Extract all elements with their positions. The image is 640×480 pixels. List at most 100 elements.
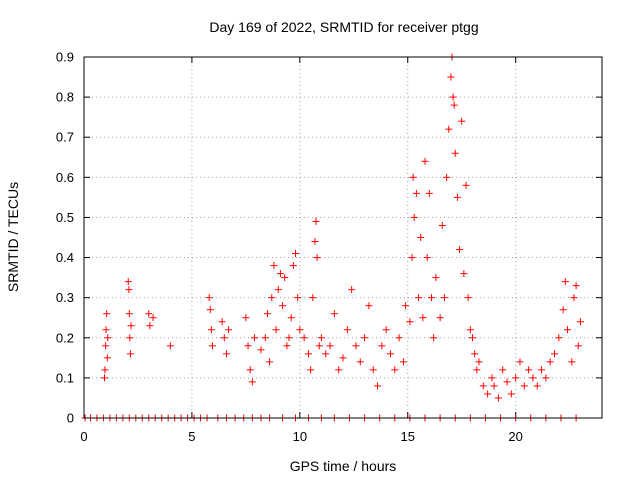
- data-point: [391, 366, 399, 374]
- data-point: [440, 294, 448, 302]
- data-point: [281, 274, 289, 282]
- data-point: [555, 334, 563, 342]
- data-point: [450, 101, 458, 109]
- data-point: [423, 254, 431, 262]
- data-point: [276, 270, 284, 278]
- data-point: [462, 181, 470, 189]
- data-point: [285, 334, 293, 342]
- data-point: [208, 342, 216, 350]
- data-point: [294, 294, 302, 302]
- data-point: [378, 342, 386, 350]
- data-point: [417, 234, 425, 241]
- data-point: [443, 173, 451, 181]
- data-point: [348, 286, 356, 294]
- data-point: [563, 326, 571, 334]
- data-point: [279, 302, 287, 310]
- data-point: [339, 354, 347, 362]
- data-point: [409, 173, 417, 181]
- data-point: [356, 358, 364, 366]
- data-point: [430, 334, 438, 342]
- data-point: [382, 326, 390, 334]
- data-point: [374, 382, 382, 390]
- y-tick-label: 0.6: [56, 170, 74, 185]
- data-point: [369, 366, 377, 374]
- y-tick-label: 0.5: [56, 210, 74, 225]
- data-point: [124, 278, 132, 286]
- data-point: [419, 314, 427, 322]
- data-point: [309, 294, 317, 302]
- x-tick-label: 10: [293, 429, 307, 444]
- data-point: [205, 294, 213, 302]
- data-point: [533, 382, 541, 390]
- data-point: [251, 334, 259, 342]
- data-point: [365, 302, 373, 310]
- data-point: [451, 149, 459, 157]
- data-point: [516, 358, 524, 366]
- data-point: [102, 342, 110, 350]
- data-point: [266, 358, 274, 366]
- y-axis-label: SRMTID / TECUs: [5, 182, 21, 292]
- data-point: [101, 366, 109, 374]
- data-point: [425, 189, 433, 197]
- axis-ticks: 0 0.1 0.2 0.3 0.4 0.5 0.6 0.7 0.8 0.9 0 5 10 15 20: [56, 50, 602, 444]
- data-point: [432, 274, 440, 282]
- data-point: [538, 366, 546, 374]
- data-point: [525, 366, 533, 374]
- data-point: [102, 326, 110, 334]
- data-point: [166, 342, 174, 350]
- y-tick-label: 0.9: [56, 50, 74, 65]
- data-point: [520, 382, 528, 390]
- x-tick-label: 15: [401, 429, 415, 444]
- data-point: [507, 390, 515, 398]
- data-point: [335, 366, 343, 374]
- data-point: [415, 294, 423, 302]
- data-point: [274, 286, 282, 294]
- y-tick-label: 0.8: [56, 90, 74, 105]
- data-point: [326, 342, 334, 350]
- data-point: [218, 318, 226, 326]
- y-tick-label: 0.7: [56, 130, 74, 145]
- data-point: [304, 350, 312, 358]
- data-point: [206, 306, 214, 314]
- data-point: [207, 326, 215, 334]
- data-point: [283, 342, 291, 350]
- data-point: [576, 318, 584, 326]
- data-point: [343, 326, 351, 334]
- data-point: [246, 366, 254, 374]
- data-point: [126, 334, 134, 342]
- data-point: [568, 358, 576, 366]
- data-point: [311, 238, 319, 246]
- data-point: [466, 326, 474, 334]
- data-point: [529, 374, 537, 382]
- data-point: [248, 378, 256, 386]
- data-point: [399, 358, 407, 366]
- data-point: [101, 374, 109, 382]
- data-point: [503, 378, 511, 386]
- data-point: [104, 334, 112, 342]
- data-point: [456, 246, 464, 254]
- data-point: [268, 294, 276, 302]
- data-point: [551, 350, 559, 358]
- data-point: [300, 334, 308, 342]
- data-point: [315, 342, 323, 350]
- data-point: [488, 374, 496, 382]
- data-point: [572, 282, 580, 290]
- data-point: [512, 374, 520, 382]
- data-point: [494, 394, 502, 402]
- data-point: [146, 322, 154, 330]
- data-point: [103, 354, 111, 362]
- data-point: [270, 262, 278, 270]
- data-point: [361, 334, 369, 342]
- data-point: [103, 310, 111, 318]
- data-point: [263, 310, 271, 318]
- data-point: [475, 358, 483, 366]
- data-point: [438, 221, 446, 229]
- data-point: [471, 350, 479, 358]
- data-point: [436, 314, 444, 322]
- data-point: [408, 254, 416, 262]
- data-point: [222, 350, 230, 358]
- data-point: [412, 189, 420, 197]
- data-point: [149, 314, 157, 322]
